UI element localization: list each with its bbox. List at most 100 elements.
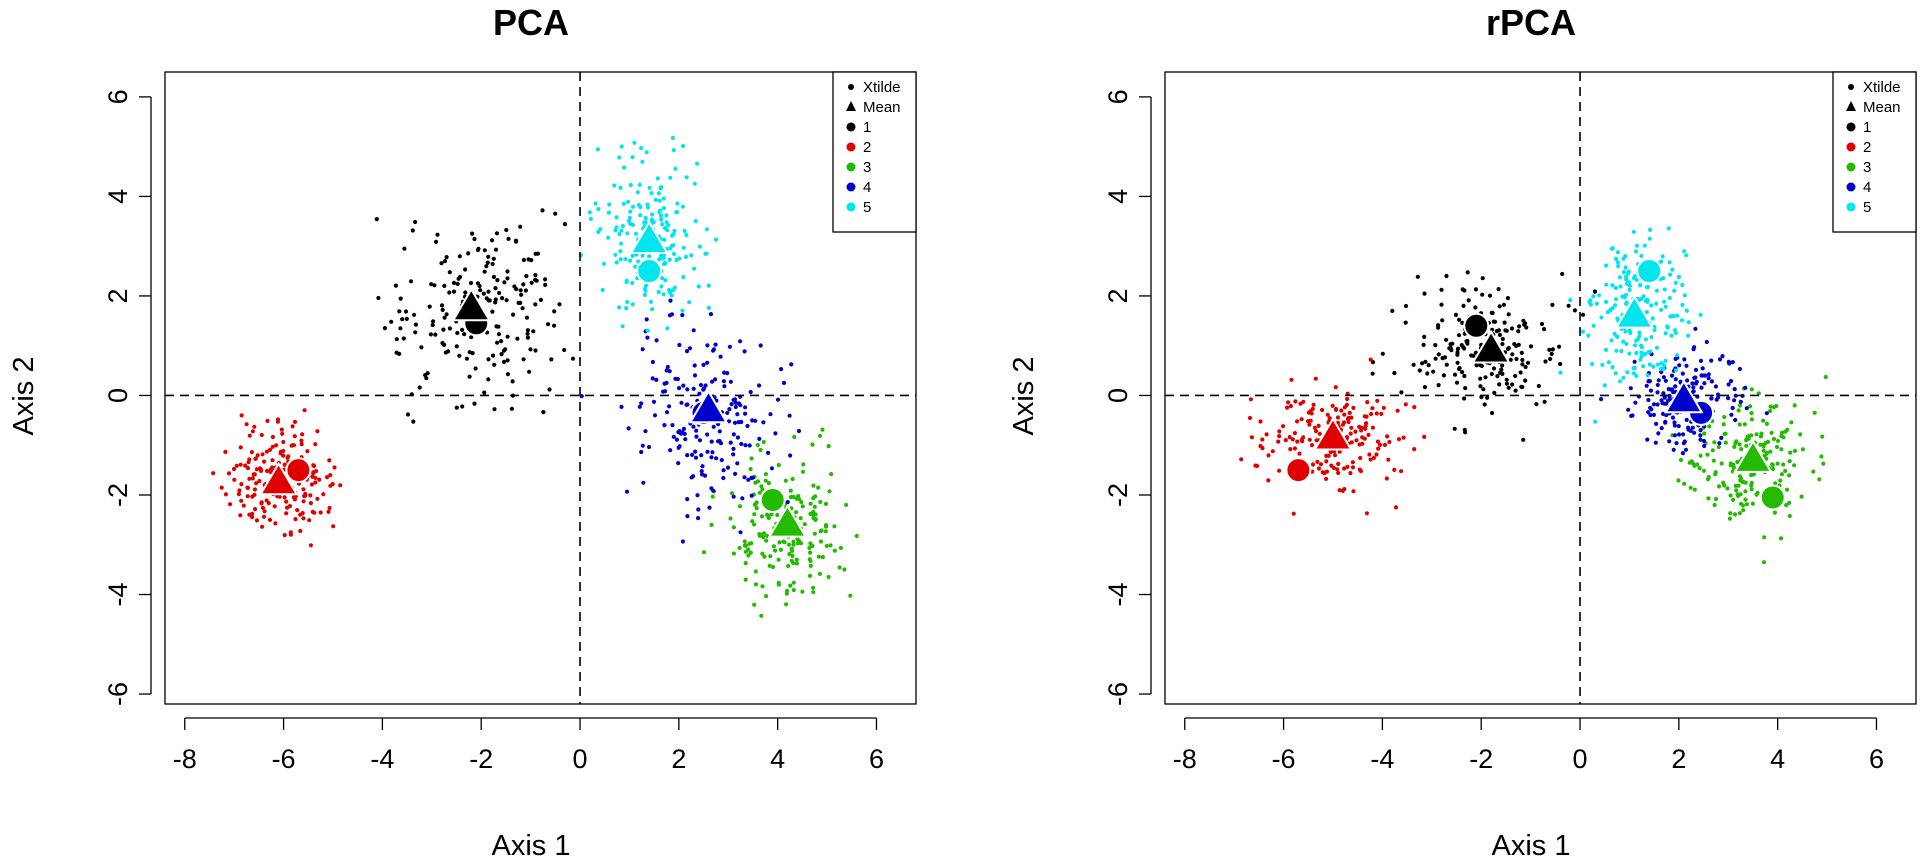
pca-point-cluster-4 bbox=[639, 401, 644, 406]
pca-y-tick-label: -6 bbox=[103, 682, 133, 706]
pca-point-cluster-1 bbox=[441, 327, 446, 332]
pca-y-tick-label: 6 bbox=[103, 89, 133, 104]
rpca-point-cluster-3 bbox=[1784, 503, 1789, 508]
rpca-point-cluster-2 bbox=[1295, 419, 1300, 424]
pca-point-cluster-3 bbox=[810, 543, 815, 549]
rpca-point-cluster-2 bbox=[1290, 437, 1295, 442]
pca-point-cluster-2 bbox=[250, 515, 255, 520]
pca-point-cluster-1 bbox=[402, 246, 407, 251]
rpca-point-cluster-4 bbox=[1682, 439, 1687, 444]
rpca-point-cluster-4 bbox=[1661, 375, 1666, 380]
rpca-point-cluster-3 bbox=[1778, 536, 1784, 541]
pca-point-cluster-2 bbox=[298, 528, 303, 534]
pca-point-cluster-4 bbox=[769, 466, 775, 471]
rpca-point-cluster-2 bbox=[1342, 412, 1347, 417]
pca-point-cluster-5 bbox=[630, 222, 636, 227]
pca-point-cluster-4 bbox=[667, 313, 673, 318]
pca-point-cluster-2 bbox=[267, 447, 273, 452]
rpca-point-cluster-2 bbox=[1276, 439, 1281, 444]
pca-point-cluster-4 bbox=[768, 412, 773, 417]
rpca-point-cluster-1 bbox=[1572, 308, 1577, 313]
pca-point-cluster-2 bbox=[268, 467, 273, 472]
pca-point-cluster-2 bbox=[259, 432, 264, 438]
rpca-point-cluster-5 bbox=[1614, 297, 1619, 302]
rpca-point-cluster-4 bbox=[1693, 375, 1698, 380]
pca-point-cluster-1 bbox=[494, 231, 500, 236]
pca-point-cluster-5 bbox=[662, 237, 667, 242]
pca-point-cluster-5 bbox=[601, 261, 607, 266]
pca-point-cluster-1 bbox=[382, 326, 387, 331]
rpca-point-cluster-2 bbox=[1345, 396, 1350, 402]
pca-point-cluster-3 bbox=[800, 589, 805, 594]
pca-point-cluster-3 bbox=[818, 539, 824, 544]
pca-point-cluster-4 bbox=[650, 359, 656, 365]
rpca-legend-label: 2 bbox=[1863, 139, 1871, 156]
pca-point-cluster-2 bbox=[307, 518, 312, 523]
rpca-point-cluster-2 bbox=[1353, 429, 1358, 434]
pca-point-cluster-4 bbox=[646, 444, 652, 450]
rpca-y-tick-label: -2 bbox=[1103, 483, 1133, 507]
rpca-point-cluster-1 bbox=[1500, 363, 1505, 368]
pca-point-cluster-4 bbox=[668, 448, 673, 453]
rpca-point-cluster-1 bbox=[1523, 321, 1528, 326]
pca-point-cluster-5 bbox=[622, 165, 627, 170]
rpca-point-cluster-2 bbox=[1266, 478, 1271, 483]
rpca-point-cluster-5 bbox=[1667, 260, 1672, 265]
pca-point-cluster-1 bbox=[495, 278, 500, 283]
rpca-point-cluster-1 bbox=[1474, 363, 1479, 368]
rpca-point-cluster-4 bbox=[1646, 410, 1651, 415]
pca-point-cluster-1 bbox=[497, 290, 502, 296]
rpca-point-cluster-4 bbox=[1671, 447, 1676, 452]
rpca-point-cluster-5 bbox=[1610, 365, 1615, 370]
rpca-point-cluster-4 bbox=[1732, 398, 1737, 403]
pca-point-cluster-5 bbox=[593, 201, 598, 206]
rpca-point-cluster-4 bbox=[1662, 395, 1667, 400]
rpca-point-cluster-2 bbox=[1311, 402, 1316, 407]
pca-point-cluster-1 bbox=[444, 255, 449, 260]
rpca-point-cluster-1 bbox=[1505, 296, 1510, 301]
rpca-point-cluster-3 bbox=[1744, 443, 1749, 448]
pca-point-cluster-4 bbox=[766, 450, 771, 455]
rpca-point-cluster-5 bbox=[1650, 316, 1655, 321]
pca-point-cluster-2 bbox=[314, 469, 319, 474]
pca-y-tick-label: 2 bbox=[103, 288, 133, 303]
pca-point-cluster-1 bbox=[432, 283, 437, 288]
pca-point-cluster-1 bbox=[481, 291, 486, 296]
rpca-point-cluster-5 bbox=[1680, 302, 1685, 307]
pca-point-cluster-5 bbox=[625, 199, 631, 204]
rpca-point-cluster-2 bbox=[1364, 414, 1369, 419]
pca-point-cluster-3 bbox=[798, 516, 803, 521]
rpca-point-cluster-2 bbox=[1295, 439, 1300, 444]
pca-point-cluster-4 bbox=[662, 381, 667, 386]
rpca-point-cluster-4 bbox=[1654, 421, 1659, 426]
rpca-point-cluster-1 bbox=[1461, 303, 1466, 308]
pca-point-cluster-2 bbox=[247, 433, 252, 438]
rpca-point-cluster-5 bbox=[1647, 236, 1652, 241]
rpca-point-cluster-1 bbox=[1528, 344, 1534, 349]
rpca-point-cluster-2 bbox=[1358, 455, 1363, 461]
pca-point-cluster-1 bbox=[400, 317, 405, 322]
pca-point-cluster-3 bbox=[755, 442, 760, 448]
pca-point-cluster-2 bbox=[239, 413, 244, 418]
rpca-point-cluster-5 bbox=[1621, 339, 1626, 344]
rpca-point-cluster-2 bbox=[1375, 439, 1381, 444]
rpca-point-cluster-5 bbox=[1626, 280, 1631, 285]
pca-point-cluster-5 bbox=[619, 228, 624, 233]
rpca-reference-lines bbox=[1165, 72, 1916, 704]
pca-point-cluster-3 bbox=[829, 472, 834, 477]
pca-point-cluster-2 bbox=[290, 424, 295, 429]
rpca-point-cluster-3 bbox=[1789, 420, 1794, 425]
pca-point-cluster-3 bbox=[729, 491, 735, 496]
rpca-point-cluster-5 bbox=[1669, 333, 1674, 338]
pca-point-cluster-4 bbox=[641, 480, 646, 485]
pca-point-cluster-1 bbox=[490, 238, 495, 243]
pca-points bbox=[211, 135, 859, 618]
rpca-point-cluster-4 bbox=[1717, 441, 1722, 446]
rpca-point-cluster-4 bbox=[1728, 379, 1734, 384]
rpca-point-cluster-5 bbox=[1616, 264, 1621, 269]
rpca-point-cluster-5 bbox=[1669, 313, 1674, 318]
rpca-point-cluster-3 bbox=[1743, 497, 1748, 502]
pca-point-cluster-3 bbox=[764, 594, 769, 599]
pca-point-cluster-4 bbox=[640, 347, 645, 352]
rpca-point-cluster-5 bbox=[1643, 298, 1648, 303]
